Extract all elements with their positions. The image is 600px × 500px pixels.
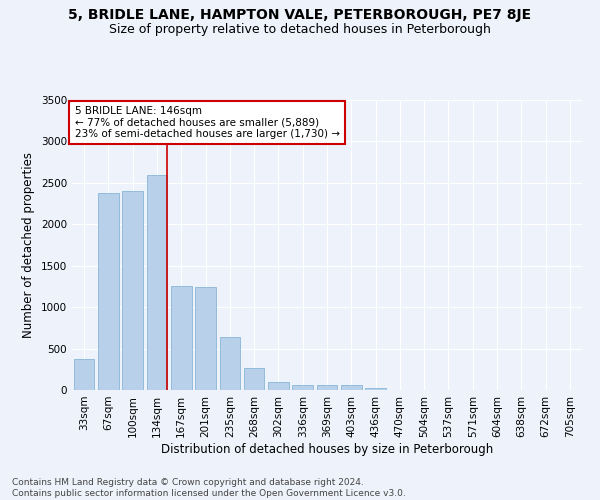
Bar (98, 193, 119, 390)
Text: 5, BRIDLE LANE, HAMPTON VALE, PETERBOROUGH, PE7 8JE: 5, BRIDLE LANE, HAMPTON VALE, PETERBOROU… (68, 8, 532, 22)
Bar (341, 386, 362, 390)
Text: Size of property relative to detached houses in Peterborough: Size of property relative to detached ho… (109, 22, 491, 36)
Bar (74, 358, 94, 390)
Bar (171, 286, 191, 390)
Bar (292, 384, 313, 390)
Bar (146, 174, 167, 390)
Text: Contains HM Land Registry data © Crown copyright and database right 2024.
Contai: Contains HM Land Registry data © Crown c… (12, 478, 406, 498)
Bar (195, 288, 216, 390)
Bar (268, 382, 289, 390)
Bar (244, 368, 265, 390)
Bar (220, 337, 240, 390)
Y-axis label: Number of detached properties: Number of detached properties (22, 152, 35, 338)
Bar (317, 386, 337, 390)
Text: 5 BRIDLE LANE: 146sqm
← 77% of detached houses are smaller (5,889)
23% of semi-d: 5 BRIDLE LANE: 146sqm ← 77% of detached … (74, 106, 340, 139)
Text: Distribution of detached houses by size in Peterborough: Distribution of detached houses by size … (161, 442, 493, 456)
Bar (122, 191, 143, 390)
Bar (365, 388, 386, 390)
